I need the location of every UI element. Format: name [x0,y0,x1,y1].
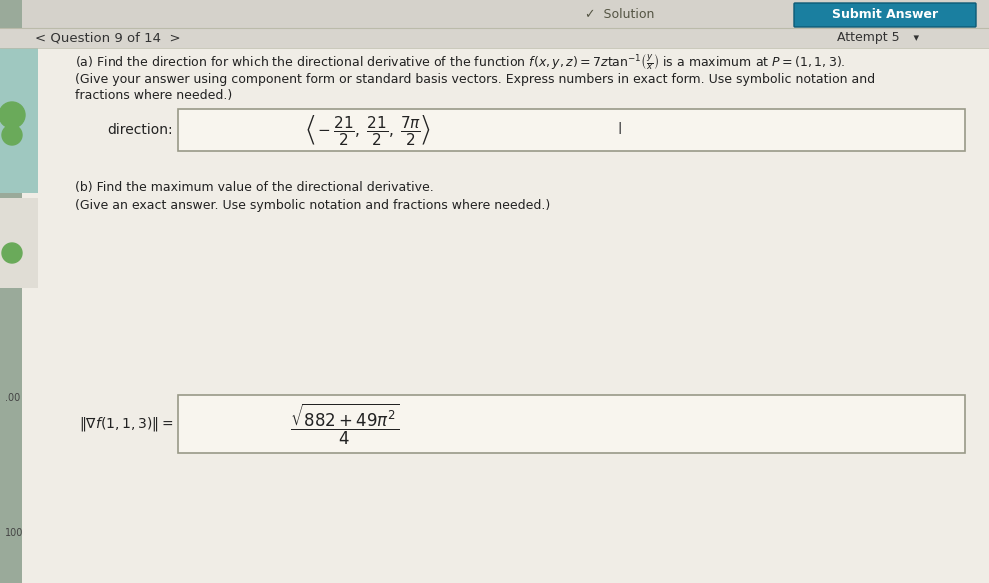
FancyBboxPatch shape [794,3,976,27]
Text: Submit Answer: Submit Answer [832,9,938,22]
Circle shape [2,125,22,145]
Text: (Give an exact answer. Use symbolic notation and fractions where needed.): (Give an exact answer. Use symbolic nota… [75,198,550,212]
FancyBboxPatch shape [178,395,965,453]
Text: direction:: direction: [108,123,173,137]
Text: (a) Find the direction for which the directional derivative of the function $f(x: (a) Find the direction for which the dir… [75,53,846,73]
Text: $\|\nabla f(1, 1, 3)\| =$: $\|\nabla f(1, 1, 3)\| =$ [78,415,173,433]
Bar [0,28,989,48]
Circle shape [2,243,22,263]
Text: I: I [618,122,622,138]
Text: 00: 00 [6,111,18,120]
Text: (Give your answer using component form or standard basis vectors. Express number: (Give your answer using component form o… [75,73,875,86]
Text: $\dfrac{\sqrt{882 + 49\pi^2}}{4}$: $\dfrac{\sqrt{882 + 49\pi^2}}{4}$ [290,402,400,447]
Text: < Question 9 of 14  >: < Question 9 of 14 > [35,31,181,44]
Bar [0,0,22,583]
Text: 100: 100 [5,528,24,538]
Bar [0,28,38,193]
Bar [0,0,989,28]
Text: ole: ole [7,132,17,138]
Text: fractions where needed.): fractions where needed.) [75,89,232,101]
Text: (b) Find the maximum value of the directional derivative.: (b) Find the maximum value of the direct… [75,181,434,195]
Text: .00: .00 [5,393,20,403]
Circle shape [0,102,25,128]
Text: ▾: ▾ [910,33,919,43]
Text: o: o [10,248,15,258]
Text: Attempt 5: Attempt 5 [838,31,900,44]
Bar [0,198,38,288]
Text: $\left\langle -\dfrac{21}{2},\;\dfrac{21}{2},\;\dfrac{7\pi}{2} \right\rangle$: $\left\langle -\dfrac{21}{2},\;\dfrac{21… [305,113,431,147]
Text: ✓  Solution: ✓ Solution [585,8,655,20]
FancyBboxPatch shape [178,109,965,151]
